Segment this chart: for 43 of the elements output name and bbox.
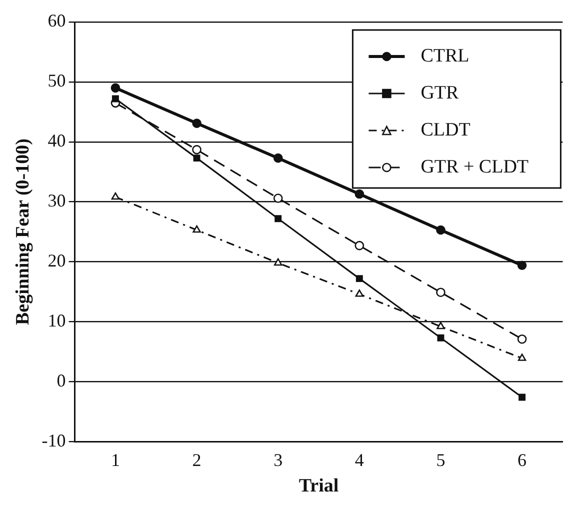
legend-label: CTRL [420, 45, 470, 66]
legend-label: CLDT [420, 119, 471, 140]
y-tick-label: 60 [48, 10, 66, 31]
legend-label: GTR + CLDT [420, 156, 529, 178]
point [517, 334, 527, 344]
x-tick-label: 3 [274, 450, 283, 470]
point [518, 354, 526, 361]
y-tick-label: 10 [48, 310, 66, 330]
point [517, 260, 527, 270]
y-tick-label: 0 [56, 370, 66, 390]
y-tick-label: -10 [42, 430, 66, 450]
y-tick-label: 40 [48, 130, 66, 151]
point [274, 215, 282, 222]
y-tick-label: 20 [48, 250, 66, 271]
x-tick-label: 5 [436, 450, 446, 470]
point [192, 118, 202, 128]
x-tick-label: 6 [518, 450, 527, 470]
y-tick-label: 30 [48, 190, 66, 211]
legend-label: GTR [420, 82, 460, 104]
x-tick-label: 1 [110, 450, 120, 470]
point [273, 153, 283, 163]
point [518, 394, 526, 401]
point [436, 225, 446, 235]
point [436, 322, 445, 330]
point [437, 334, 444, 342]
point [193, 154, 200, 162]
point [111, 192, 120, 200]
point [274, 258, 282, 266]
point [273, 194, 283, 203]
x-tick-label: 4 [354, 450, 364, 470]
point [110, 83, 120, 93]
point [354, 189, 364, 199]
x-axis-title: Trial [298, 476, 339, 497]
point [355, 289, 364, 297]
x-tick-label: 2 [192, 450, 202, 470]
y-tick-label: 50 [48, 70, 66, 91]
point [436, 288, 446, 297]
point [112, 95, 119, 102]
point [354, 240, 364, 250]
point [192, 225, 201, 233]
point [356, 275, 363, 282]
y-axis-title: Beginning Fear (0-100) [12, 138, 34, 326]
point [192, 145, 202, 154]
